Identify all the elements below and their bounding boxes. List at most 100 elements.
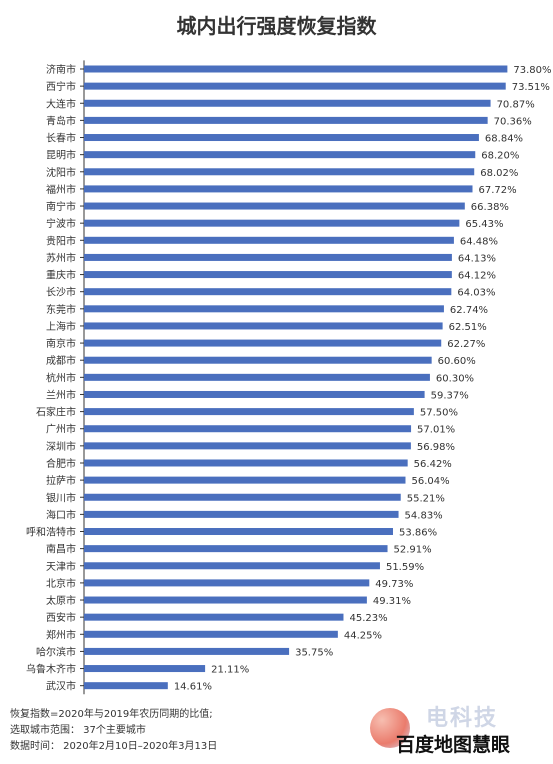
category-label: 南京市 xyxy=(46,337,76,350)
value-label: 14.61% xyxy=(174,682,212,693)
bar xyxy=(84,99,491,107)
category-label: 深圳市 xyxy=(46,440,76,453)
bar xyxy=(84,288,452,296)
category-label: 海口市 xyxy=(46,508,76,521)
bar xyxy=(84,185,473,193)
value-label: 68.20% xyxy=(481,151,519,162)
brand-name: 百度地图慧眼 xyxy=(396,734,511,756)
category-label: 上海市 xyxy=(46,320,76,333)
value-label: 51.59% xyxy=(386,562,424,573)
value-label: 56.98% xyxy=(417,442,455,453)
category-label: 银川市 xyxy=(46,491,76,504)
bar xyxy=(84,65,508,73)
bar xyxy=(84,356,432,364)
category-label: 天津市 xyxy=(46,560,76,573)
bar xyxy=(84,408,414,416)
category-label: 郑州市 xyxy=(46,628,76,641)
bar xyxy=(84,545,388,553)
value-label: 62.74% xyxy=(450,305,488,316)
bar xyxy=(84,647,290,655)
category-label: 济南市 xyxy=(46,63,76,76)
category-label: 拉萨市 xyxy=(46,474,76,487)
category-label: 南宁市 xyxy=(46,200,76,213)
category-label: 重庆市 xyxy=(46,269,76,282)
category-label: 贵阳市 xyxy=(46,234,76,247)
bar xyxy=(84,219,460,227)
category-label: 杭州市 xyxy=(46,371,76,384)
value-label: 60.60% xyxy=(438,356,476,367)
value-label: 64.48% xyxy=(460,236,498,247)
value-label: 70.87% xyxy=(497,99,535,110)
category-label: 北京市 xyxy=(46,577,76,590)
bar xyxy=(84,390,425,398)
category-label: 宁波市 xyxy=(46,217,76,230)
value-label: 70.36% xyxy=(494,116,532,127)
bar-chart: 济南市 73.80% 西宁市 73.51% 大连市 70.87% 青岛市 70.36% 长春市 6… xyxy=(26,60,552,695)
bar xyxy=(84,510,399,518)
value-label: 67.72% xyxy=(478,185,516,196)
note-city-scope: 选取城市范围： 37个主要城市 xyxy=(10,725,146,736)
value-label: 62.51% xyxy=(449,322,487,333)
bar xyxy=(84,682,168,690)
bar xyxy=(84,562,380,570)
bar xyxy=(84,116,488,124)
bar xyxy=(84,579,370,587)
category-label: 沈阳市 xyxy=(46,166,76,179)
bar xyxy=(84,493,401,501)
value-label: 45.23% xyxy=(349,613,387,624)
bar xyxy=(84,476,406,484)
category-label: 福州市 xyxy=(46,183,76,196)
value-label: 66.38% xyxy=(471,202,509,213)
bar xyxy=(84,613,344,621)
value-label: 56.04% xyxy=(411,476,449,487)
bar xyxy=(84,202,465,210)
bar xyxy=(84,459,408,467)
category-label: 西安市 xyxy=(46,611,76,624)
value-label: 65.43% xyxy=(465,219,503,230)
bar xyxy=(84,442,411,450)
value-label: 54.83% xyxy=(405,510,443,521)
bar xyxy=(84,373,430,381)
value-label: 64.13% xyxy=(458,253,496,264)
value-label: 64.03% xyxy=(457,288,495,299)
category-label: 青岛市 xyxy=(46,114,76,127)
bar xyxy=(84,665,206,673)
category-label: 长沙市 xyxy=(46,286,76,299)
value-label: 64.12% xyxy=(458,271,496,282)
bar xyxy=(84,236,454,244)
category-label: 西宁市 xyxy=(46,80,76,93)
bar xyxy=(84,528,393,536)
bar xyxy=(84,253,452,261)
chart-title: 城内出行强度恢复指数 xyxy=(176,14,377,38)
bar xyxy=(84,339,442,347)
value-label: 57.01% xyxy=(417,425,455,436)
bar xyxy=(84,322,443,330)
category-label: 东莞市 xyxy=(46,303,76,316)
category-label: 成都市 xyxy=(46,354,76,367)
note-date-range: 数据时间： 2020年2月10日–2020年3月13日 xyxy=(10,741,218,752)
watermark-text: 电科技 xyxy=(426,706,499,731)
value-label: 60.30% xyxy=(436,373,474,384)
bar xyxy=(84,134,479,142)
category-label: 昆明市 xyxy=(46,149,76,162)
value-label: 73.51% xyxy=(512,82,550,93)
bar xyxy=(84,151,476,159)
category-label: 石家庄市 xyxy=(36,406,76,419)
value-label: 68.84% xyxy=(485,134,523,145)
value-label: 52.91% xyxy=(394,545,432,556)
category-label: 长春市 xyxy=(46,132,76,145)
baidu-logo-icon xyxy=(370,708,410,748)
value-label: 44.25% xyxy=(344,630,382,641)
bar xyxy=(84,271,452,279)
value-label: 21.11% xyxy=(211,665,249,676)
category-label: 武汉市 xyxy=(46,680,76,693)
category-label: 大连市 xyxy=(46,97,76,110)
value-label: 49.73% xyxy=(375,579,413,590)
value-label: 73.80% xyxy=(513,65,551,76)
category-label: 太原市 xyxy=(46,594,76,607)
category-label: 乌鲁木齐市 xyxy=(26,663,76,676)
value-label: 53.86% xyxy=(399,528,437,539)
category-label: 哈尔滨市 xyxy=(36,645,76,658)
value-label: 57.50% xyxy=(420,408,458,419)
category-label: 南昌市 xyxy=(46,543,76,556)
